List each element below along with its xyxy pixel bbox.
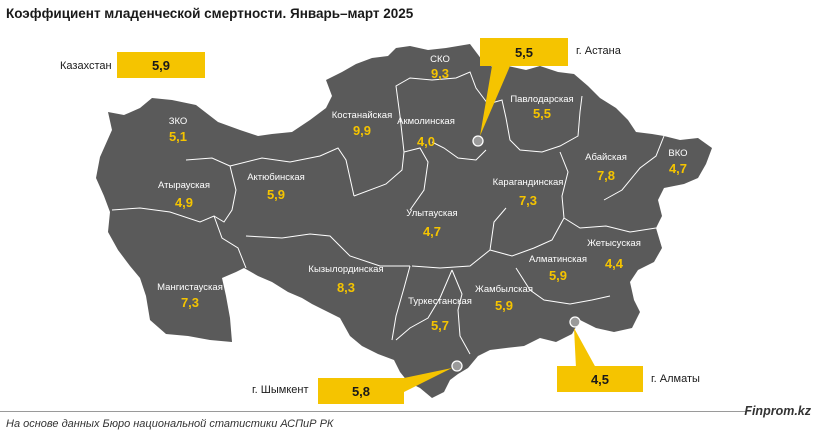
- region-name: Жамбылская: [475, 284, 533, 295]
- region-name: Туркестанская: [408, 296, 472, 307]
- shymkent-value-box: 5,8: [318, 378, 404, 404]
- region-name: Костанайская: [332, 110, 392, 121]
- region-value: 5,7: [431, 318, 449, 333]
- region-name: Павлодарская: [510, 94, 573, 105]
- region-value: 4,7: [669, 161, 687, 176]
- region-value: 5,9: [549, 268, 567, 283]
- shymkent-callout-pointer: [404, 368, 452, 392]
- page-title: Коэффициент младенческой смертности. Янв…: [6, 6, 414, 21]
- shymkent-marker: [451, 360, 463, 372]
- region-value: 5,9: [267, 187, 285, 202]
- astana-callout-pointer: [480, 66, 510, 136]
- almaty-marker: [569, 316, 581, 328]
- region-name: Карагандинская: [493, 177, 564, 188]
- astana-value-box: 5,5: [480, 38, 568, 66]
- region-value: 7,3: [181, 295, 199, 310]
- callouts: [404, 66, 596, 392]
- region-value: 5,9: [495, 298, 513, 313]
- region-name: Актюбинская: [247, 172, 305, 183]
- map-shape: [96, 44, 712, 398]
- astana-marker: [472, 135, 484, 147]
- region-value: 4,4: [605, 256, 624, 271]
- region-name: Абайская: [585, 152, 627, 163]
- region-name: Кызылординская: [308, 264, 383, 275]
- almaty-label: г. Алматы: [651, 373, 700, 385]
- country-outline: [96, 44, 712, 398]
- almaty-value-box: 4,5: [557, 366, 643, 392]
- region-name: Мангистауская: [157, 282, 223, 293]
- region-name: СКО: [430, 54, 450, 65]
- region-value: 9,3: [431, 66, 449, 81]
- region-value: 5,5: [533, 106, 551, 121]
- region-name: ВКО: [668, 148, 687, 159]
- city-markers: [451, 135, 581, 372]
- region-borders: [111, 71, 665, 355]
- region-value: 4,0: [417, 134, 435, 149]
- kazakhstan-label: Казахстан: [60, 60, 112, 72]
- region-name: Акмолинская: [397, 116, 455, 127]
- region-value: 7,3: [519, 193, 537, 208]
- region-value: 4,7: [423, 224, 441, 239]
- region-name: ЗКО: [169, 116, 188, 127]
- shymkent-label: г. Шымкент: [252, 384, 309, 396]
- region-value: 9,9: [353, 123, 371, 138]
- astana-label: г. Астана: [576, 45, 621, 57]
- region-value: 7,8: [597, 168, 615, 183]
- region-labels: СКО 9,3 ЗКО 5,1 Костанайская 9,9 Акмолин…: [157, 54, 687, 333]
- region-name: Жетысуская: [587, 238, 641, 249]
- region-value: 8,3: [337, 280, 355, 295]
- footer-divider: [0, 411, 746, 412]
- region-value: 4,9: [175, 195, 193, 210]
- region-name: Алматинская: [529, 254, 587, 265]
- region-name: Атырауская: [158, 180, 210, 191]
- region-name: Улытауская: [406, 208, 457, 219]
- almaty-callout-pointer: [574, 328, 596, 368]
- kazakhstan-value-box: 5,9: [117, 52, 205, 78]
- brand-logo: Finprom.kz: [744, 404, 811, 418]
- source-note: На основе данных Бюро национальной стати…: [6, 418, 334, 430]
- region-value: 5,1: [169, 129, 187, 144]
